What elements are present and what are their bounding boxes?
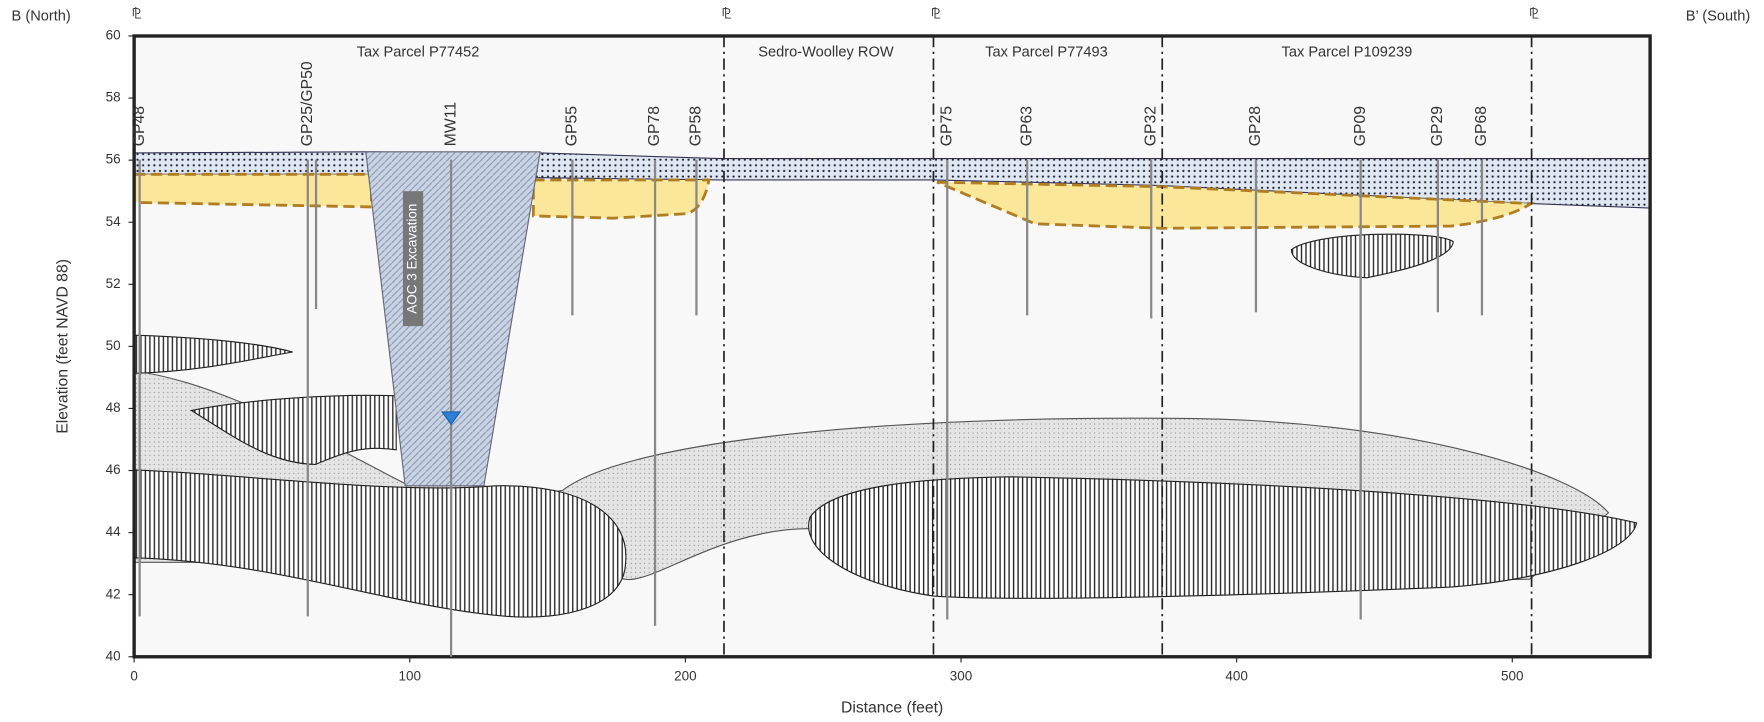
boring-label: GP78 — [646, 106, 663, 146]
x-tick-label: 500 — [1501, 669, 1524, 684]
boring-label: GP32 — [1142, 106, 1159, 146]
boring-label: GP48 — [131, 106, 148, 146]
impacted-soil — [134, 174, 371, 207]
y-axis-title: Elevation (feet NAVD 88) — [54, 259, 71, 434]
y-tick-label: 46 — [106, 462, 121, 477]
parcel-label: Tax Parcel P77452 — [357, 45, 480, 61]
boring-label: GP68 — [1473, 106, 1490, 146]
property-line-symbol: ⅊ — [931, 6, 941, 22]
right-label: B’ (South) — [1686, 9, 1750, 25]
boring-label: GP29 — [1429, 106, 1446, 146]
excavation-label: AOC 3 Excavation — [405, 204, 420, 314]
parcel-label: Tax Parcel P109239 — [1282, 45, 1413, 61]
y-tick-label: 50 — [106, 338, 121, 353]
x-tick-label: 300 — [950, 669, 972, 684]
y-tick-label: 54 — [106, 214, 121, 229]
boring-label: GP55 — [564, 106, 581, 146]
y-tick-label: 60 — [106, 28, 121, 43]
chart: AOC 3 Excavation B (North) B’ (South) Di… — [0, 0, 1764, 722]
page: {"chart_data":{"type":"cross-section", "… — [0, 0, 1764, 722]
property-line-symbol: ⅊ — [131, 6, 141, 22]
boring-label: GP75 — [938, 106, 955, 146]
boring-label: GP28 — [1247, 106, 1264, 146]
x-tick-label: 100 — [399, 669, 422, 684]
parcel-label: Sedro-Woolley ROW — [758, 45, 894, 61]
y-tick-label: 44 — [106, 524, 121, 539]
boring-label: GP58 — [688, 106, 705, 146]
y-tick-label: 42 — [106, 586, 121, 601]
x-axis-title: Distance (feet) — [841, 700, 943, 717]
y-tick-label: 48 — [106, 400, 121, 415]
x-tick-label: 400 — [1225, 669, 1248, 684]
parcel-label: Tax Parcel P77493 — [985, 45, 1108, 61]
boring-label: GP25/GP50 — [299, 61, 316, 146]
x-tick-label: 200 — [674, 669, 697, 684]
boring-label: GP09 — [1352, 106, 1369, 146]
property-line-symbol: ⅊ — [721, 6, 731, 22]
y-tick-label: 52 — [106, 276, 121, 291]
boring-label: MW11 — [442, 102, 459, 146]
y-tick-label: 58 — [106, 90, 121, 105]
boring-label: GP63 — [1018, 106, 1035, 146]
impacted-soil — [533, 180, 708, 218]
y-tick-label: 40 — [106, 648, 121, 663]
property-line-symbol: ⅊ — [1529, 6, 1539, 22]
left-label: B (North) — [12, 9, 71, 25]
y-tick-label: 56 — [106, 152, 121, 167]
x-tick-label: 0 — [130, 669, 138, 684]
